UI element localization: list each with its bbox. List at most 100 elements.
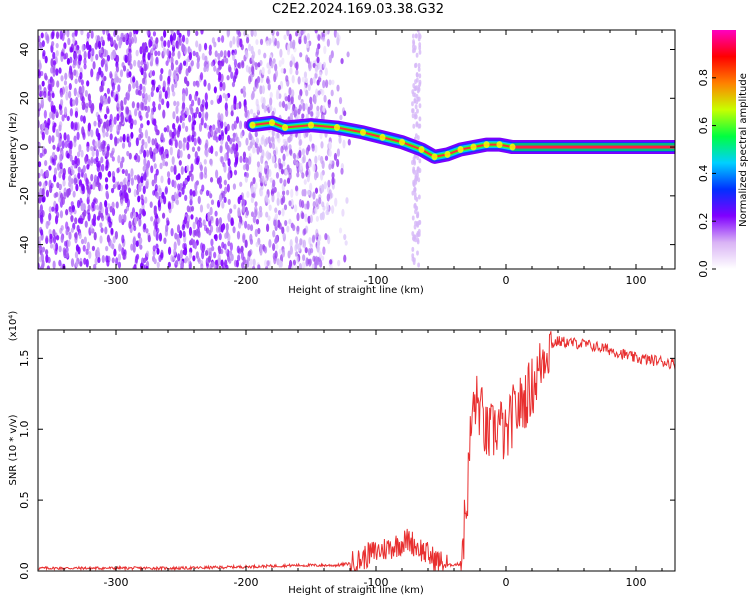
spectrogram-speckle: [59, 210, 64, 219]
spectrogram-speckle: [45, 249, 49, 256]
spectrogram-speckle: [50, 182, 54, 189]
spectrogram-speckle: [306, 32, 311, 41]
colorbar-tick-label: 0.2: [697, 212, 710, 230]
snr-line: [38, 331, 675, 571]
spectrogram-speckle: [224, 259, 228, 268]
spectrogram-speckle: [67, 239, 71, 247]
spectrogram-speckle: [40, 96, 44, 106]
spectrogram-speckle: [116, 113, 120, 122]
spectrogram-speckle: [161, 98, 165, 106]
spectrogram-speckle: [74, 110, 79, 118]
spectrogram-speckle: [84, 220, 88, 228]
spectrogram-speckle: [145, 149, 150, 158]
spectrogram-speckle: [72, 99, 76, 107]
spectrogram-speckle: [80, 79, 84, 86]
ridge-point: [470, 143, 477, 151]
spectrogram-speckle: [263, 105, 267, 113]
spectrogram-speckle: [66, 30, 70, 38]
spectrogram-speckle: [156, 261, 160, 269]
spectrogram-speckle: [68, 231, 72, 240]
spectrogram-speckle: [60, 51, 64, 57]
spectrogram-speckle: [117, 154, 121, 164]
spectrogram-speckle: [179, 115, 183, 124]
spectrogram-speckle: [51, 40, 55, 47]
spectrogram-speckle: [69, 56, 73, 64]
spectrogram-speckle: [195, 180, 199, 186]
spectrogram-speckle: [184, 194, 188, 202]
spectrogram-speckle: [336, 84, 340, 92]
spectrogram-speckle: [162, 159, 166, 167]
spectrogram-speckle: [271, 34, 276, 44]
spectrogram-speckle: [166, 125, 170, 133]
spectrogram-speckle: [308, 64, 312, 70]
spectrogram-speckle: [278, 248, 282, 255]
spectrogram-speckle: [157, 50, 161, 57]
y-tick-label: 1.0: [18, 420, 31, 438]
spectrogram-speckle: [286, 225, 290, 233]
spectrogram-speckle: [67, 37, 71, 46]
spectrogram-speckle: [160, 39, 165, 49]
spectrogram-speckle: [413, 257, 416, 263]
spectrogram-speckle: [86, 241, 90, 251]
spectrogram-speckle: [417, 62, 421, 68]
spectrogram-speckle: [77, 172, 81, 180]
spectrogram-speckle: [276, 132, 280, 139]
spectrogram-speckle: [197, 97, 201, 106]
spectrogram-speckle: [312, 201, 316, 208]
spectrogram-speckle: [174, 75, 178, 83]
spectrogram-speckle: [77, 166, 81, 173]
spectrogram-xlabel: Height of straight line (km): [288, 285, 424, 296]
spectrogram-speckle: [154, 138, 158, 147]
spectrogram-speckle: [281, 195, 286, 204]
spectrogram-speckle: [217, 253, 221, 261]
spectrogram-speckle: [232, 75, 237, 83]
spectrogram-speckle: [187, 65, 191, 73]
spectrogram-speckle: [93, 263, 97, 269]
spectrogram-speckle: [270, 60, 274, 69]
spectrogram-speckle: [276, 31, 280, 37]
spectrogram-speckle: [322, 61, 326, 69]
spectrogram-speckle: [317, 34, 321, 41]
spectrogram-speckle: [259, 145, 263, 154]
spectrogram-speckle: [196, 155, 200, 163]
spectrogram-speckle: [324, 30, 328, 36]
spectrogram-speckle: [263, 246, 268, 254]
spectrogram-speckle: [278, 162, 282, 170]
spectrogram-speckle: [51, 206, 55, 212]
spectrogram-speckle: [307, 189, 311, 196]
spectrogram-speckle: [319, 212, 323, 221]
spectrogram-speckle: [102, 30, 106, 35]
spectrogram-speckle: [334, 106, 338, 115]
spectrogram-speckle: [164, 161, 169, 167]
spectrogram-speckle: [255, 81, 259, 89]
spectrogram-speckle: [39, 214, 43, 223]
spectrogram-speckle: [101, 163, 105, 172]
spectrogram-speckle: [317, 90, 321, 96]
spectrogram-speckle: [343, 233, 347, 241]
spectrogram-speckle: [217, 112, 221, 121]
spectrogram-speckle: [144, 63, 148, 72]
spectrogram-speckle: [121, 234, 125, 244]
spectrogram-speckle: [157, 217, 161, 224]
spectrogram-speckle: [91, 149, 95, 157]
spectrogram-speckle: [124, 169, 129, 177]
spectrogram-speckle: [137, 195, 141, 203]
colorbar-tick-label: 0.0: [697, 260, 710, 278]
spectrogram-speckle: [308, 160, 312, 168]
spectrogram-speckle: [327, 99, 331, 105]
spectrogram-speckle: [200, 30, 204, 35]
spectrogram-speckle: [95, 127, 99, 137]
spectrogram-speckle: [141, 77, 146, 85]
colorbar-ticks: 0.0 0.2 0.4 0.6 0.8: [697, 69, 716, 278]
spectrogram-speckle: [330, 89, 334, 97]
spectrogram-speckle: [272, 230, 276, 238]
spectrogram-speckle: [176, 129, 180, 138]
spectrogram-speckle: [133, 154, 137, 161]
spectrogram-speckle: [106, 234, 111, 243]
spectrogram-speckle: [73, 209, 77, 215]
spectrogram-speckle: [143, 223, 147, 230]
colorbar-gradient: [712, 30, 736, 269]
spectrogram-speckle: [157, 84, 161, 91]
spectrogram-speckle: [225, 108, 229, 117]
spectrogram-speckle: [329, 259, 333, 265]
